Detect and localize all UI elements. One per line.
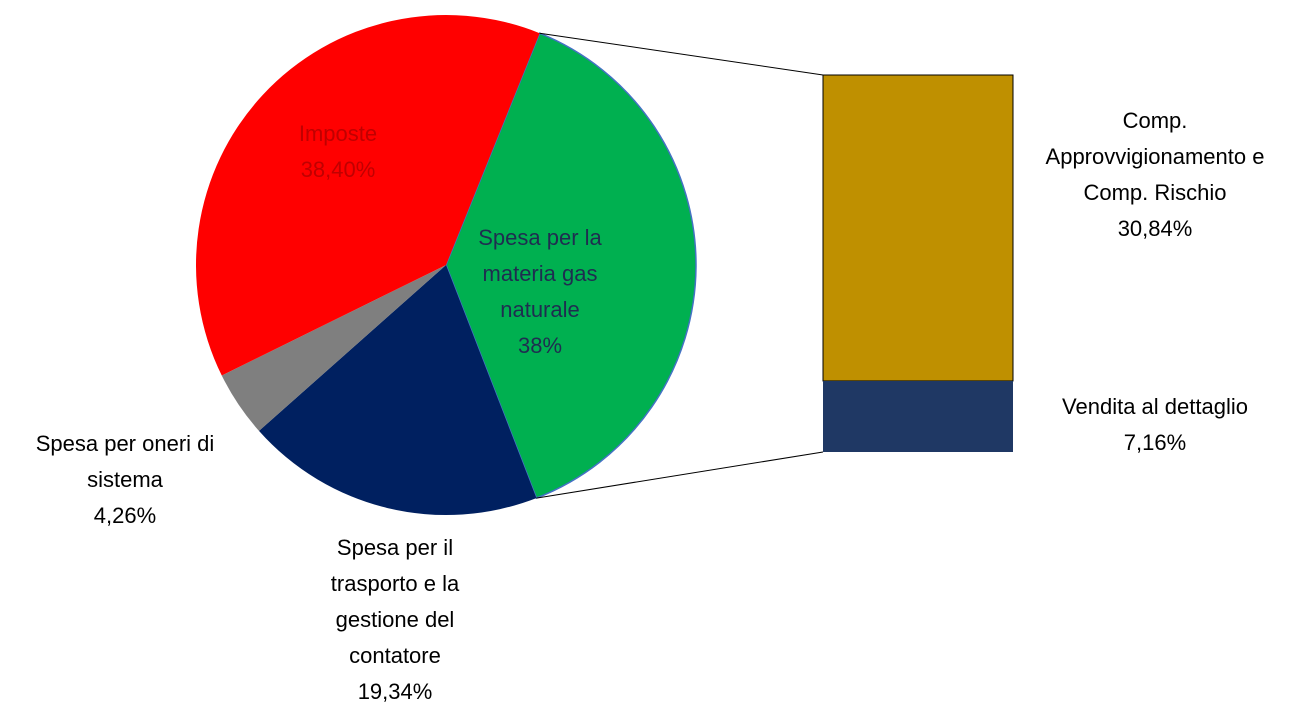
data-label: Imposte 38,40% <box>263 116 413 188</box>
label-value: 38% <box>517 333 563 358</box>
label-value: 19,34% <box>357 679 433 704</box>
data-label: Comp. Approvvigionamento e Comp. Rischio… <box>1025 103 1285 247</box>
data-label: Spesa per oneri di sistema 4,26% <box>0 426 250 534</box>
data-label: Spesa per la materia gas naturale 38% <box>460 220 620 364</box>
connector-line <box>539 32 824 76</box>
label-name: Vendita al dettaglio <box>1062 394 1248 419</box>
label-value: 7,16% <box>1123 430 1187 455</box>
pie-slice <box>258 265 537 515</box>
connector-line <box>536 451 824 499</box>
label-name: Spesa per la materia gas naturale <box>478 225 602 322</box>
label-name: Comp. Approvvigionamento e Comp. Rischio <box>1045 108 1265 205</box>
bar-segment <box>823 380 1013 452</box>
pie-slice <box>221 265 446 431</box>
label-value: 4,26% <box>93 503 157 528</box>
data-label: Spesa per il trasporto e la gestione del… <box>295 530 495 710</box>
label-name: Spesa per il trasporto e la gestione del… <box>330 535 460 668</box>
pie-slice <box>445 32 697 500</box>
label-name: Imposte <box>298 121 378 146</box>
data-label: Vendita al dettaglio 7,16% <box>1020 389 1290 461</box>
label-value: 30,84% <box>1117 216 1193 241</box>
pie-slice <box>195 14 540 376</box>
label-value: 38,40% <box>300 157 376 182</box>
bar-segment <box>822 74 1014 382</box>
label-name: Spesa per oneri di sistema <box>35 431 215 492</box>
